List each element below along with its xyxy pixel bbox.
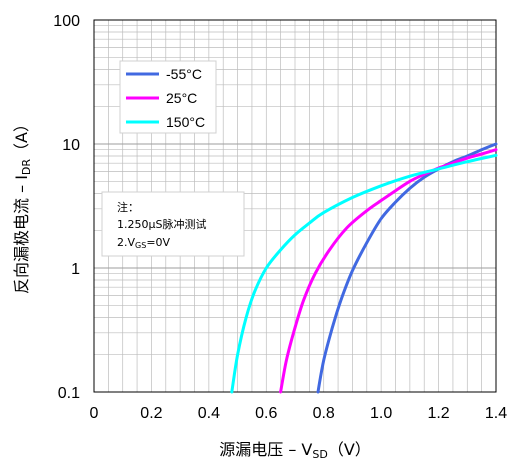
- x-axis-title: 源漏电压 – VSD（V）: [219, 440, 371, 461]
- x-tick-label: 0.2: [140, 405, 162, 422]
- series-line-1: [316, 142, 498, 394]
- series-layer: [230, 142, 498, 394]
- x-axis-title-unit: （V）: [328, 440, 371, 459]
- x-tick-label: 1.4: [485, 405, 507, 422]
- legend-label: 150°C: [166, 114, 205, 130]
- y-tick-label: 1: [71, 261, 80, 278]
- note-title: 注：: [117, 200, 139, 214]
- x-tick-label: 0.8: [313, 405, 335, 422]
- series-line-2: [279, 148, 498, 394]
- legend: -55°C 25°C 150°C: [119, 60, 217, 134]
- plot-frame: [93, 19, 497, 393]
- y-tick-label: 0.1: [58, 385, 80, 402]
- y-axis-title-unit: （A）: [12, 116, 31, 159]
- y-tick-label: 10: [62, 137, 80, 154]
- x-tick-label: 0.4: [198, 405, 220, 422]
- series-line-3: [230, 153, 498, 394]
- x-axis-title-sub: SD: [312, 448, 327, 461]
- note-line-2: 2.VGS=0V: [117, 236, 171, 250]
- y-axis-title-main: 反向漏极电流 – I: [12, 175, 31, 294]
- x-tick-label: 0.6: [255, 405, 277, 422]
- note-line-2-sub: GS: [135, 241, 146, 250]
- y-axis-title: 反向漏极电流 – IDR（A）: [12, 116, 33, 294]
- tick-labels: 0 0.2 0.4 0.6 0.8 1.0 1.2 1.4 0.1 1 10 100: [53, 13, 507, 422]
- note-box-frame: [101, 191, 245, 257]
- x-tick-label: 0: [90, 405, 99, 422]
- y-axis-title-sub: DR: [20, 159, 33, 175]
- x-tick-label: 1.2: [427, 405, 449, 422]
- note-line-2-prefix: 2.V: [117, 236, 135, 249]
- legend-label: 25°C: [166, 90, 197, 106]
- legend-label: -55°C: [166, 66, 202, 82]
- x-axis-title-main: 源漏电压 – V: [219, 440, 312, 459]
- note-box: 注： 1.250μS脉冲测试 2.VGS=0V: [101, 191, 245, 257]
- note-line-1: 1.250μS脉冲测试: [117, 217, 206, 231]
- note-line-2-suffix: =0V: [146, 236, 170, 249]
- legend-items: -55°C 25°C 150°C: [126, 66, 205, 130]
- x-tick-label: 1.0: [370, 405, 392, 422]
- y-tick-label: 100: [53, 13, 80, 30]
